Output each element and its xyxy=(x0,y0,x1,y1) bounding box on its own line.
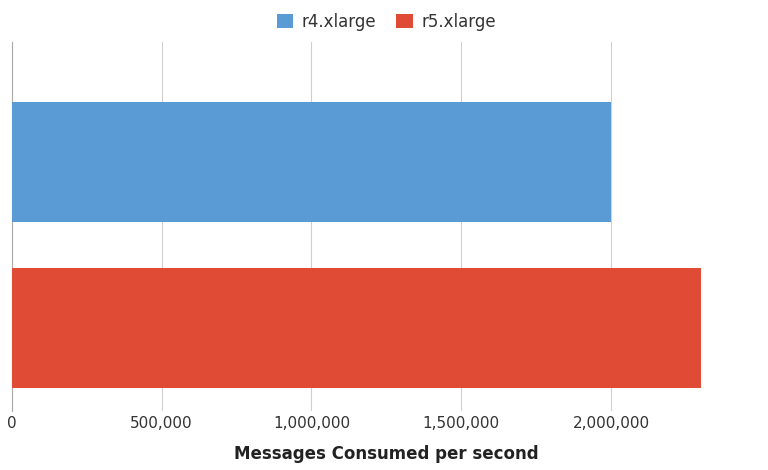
X-axis label: Messages Consumed per second: Messages Consumed per second xyxy=(234,445,538,463)
Bar xyxy=(12,102,611,222)
Legend: r4.xlarge, r5.xlarge: r4.xlarge, r5.xlarge xyxy=(270,6,503,38)
Bar xyxy=(12,268,701,388)
